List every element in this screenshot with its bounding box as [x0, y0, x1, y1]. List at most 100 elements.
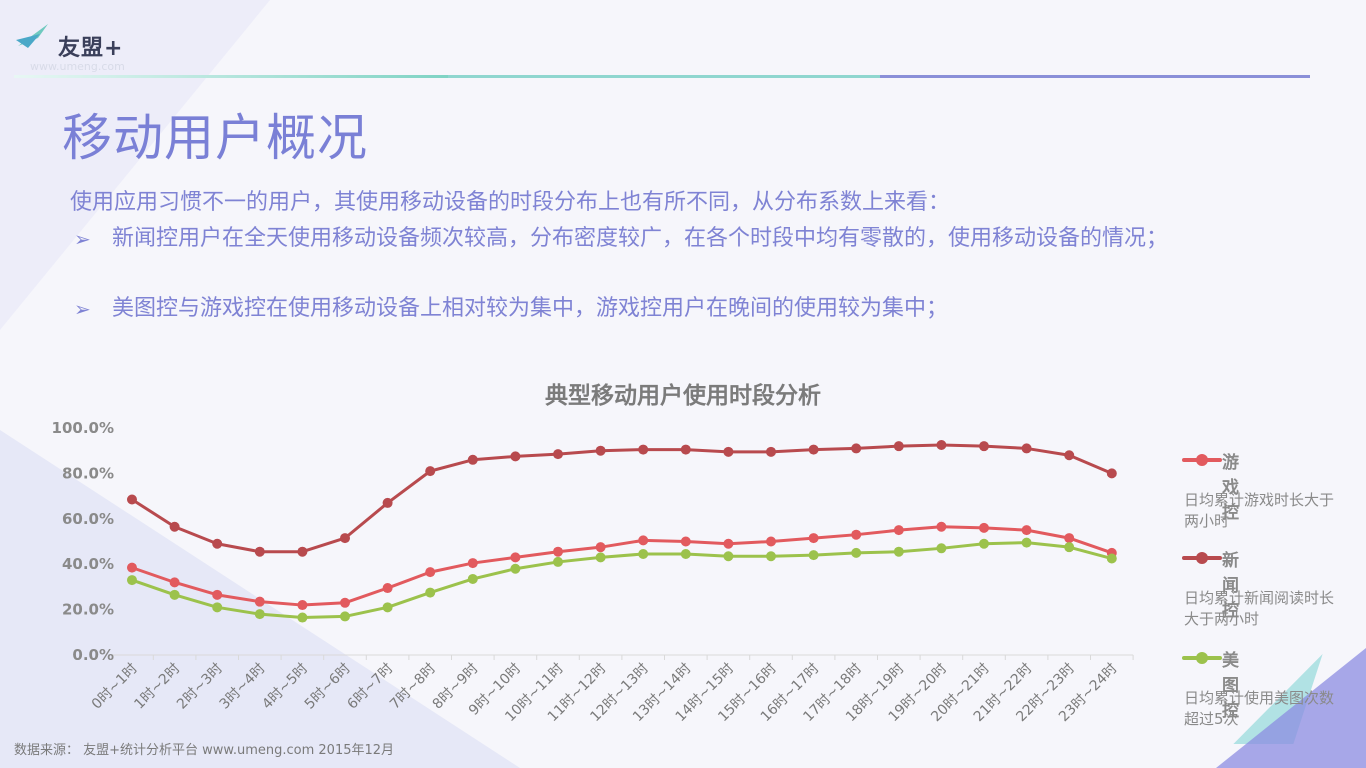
- data-point-1: [851, 443, 862, 454]
- data-point-0: [936, 521, 947, 532]
- data-point-0: [340, 597, 350, 608]
- data-point-2: [595, 552, 606, 563]
- data-point-1: [1021, 443, 1032, 454]
- data-point-2: [510, 563, 521, 574]
- usage-line-chart: 0.0% 20.0% 40.0% 60.0% 80.0% 100.0% 0时~1时1时~2时…: [52, 419, 1134, 725]
- x-tick-label: 1时~2时: [131, 661, 183, 713]
- data-point-2: [254, 609, 265, 620]
- data-point-2: [766, 551, 776, 562]
- data-point-1: [254, 546, 265, 557]
- data-point-1: [127, 494, 137, 505]
- data-point-2: [467, 573, 478, 584]
- legend-dot: [1196, 454, 1208, 466]
- series-line-1: [131, 443, 1113, 554]
- data-point-1: [510, 451, 521, 462]
- data-point-0: [766, 536, 776, 547]
- data-point-0: [127, 562, 137, 573]
- arrow-bullet-icon: ➢: [74, 297, 91, 321]
- header-divider-1: [14, 75, 448, 78]
- data-point-2: [553, 556, 563, 567]
- data-point-0: [169, 577, 180, 588]
- x-tick-label: 4时~5时: [259, 661, 311, 713]
- data-point-0: [638, 535, 649, 546]
- x-tick-label: 5时~6时: [302, 661, 354, 713]
- data-point-2: [808, 550, 819, 561]
- x-tick-label: 3时~4时: [217, 661, 269, 713]
- data-point-0: [510, 552, 521, 563]
- legend-name: 游戏控: [1222, 453, 1239, 523]
- data-point-1: [467, 454, 478, 465]
- legend-dot: [1196, 652, 1208, 664]
- data-point-1: [680, 444, 691, 455]
- data-point-1: [979, 441, 989, 452]
- data-point-1: [297, 546, 308, 557]
- data-point-0: [851, 529, 862, 540]
- data-point-1: [169, 521, 180, 532]
- data-point-0: [297, 600, 308, 611]
- data-point-0: [808, 533, 819, 544]
- data-point-1: [425, 466, 436, 477]
- data-point-0: [979, 522, 989, 533]
- data-point-1: [936, 440, 947, 451]
- arrow-bullet-icon: ➢: [74, 227, 91, 251]
- header-divider-2: [448, 75, 880, 78]
- background-shape-corner: [1216, 648, 1366, 768]
- y-tick-label: 20.0%: [62, 601, 114, 619]
- legend-desc: 日均累计使用美图次数超过5次: [1184, 689, 1335, 728]
- data-point-2: [893, 546, 904, 557]
- data-point-2: [638, 548, 649, 559]
- data-source: 数据来源： 友盟+统计分析平台 www.umeng.com 2015年12月: [14, 743, 395, 758]
- data-point-1: [723, 446, 734, 457]
- data-point-1: [595, 445, 606, 456]
- x-tick-label: 7时~8时: [387, 661, 439, 713]
- data-point-1: [1106, 468, 1117, 479]
- data-point-1: [808, 444, 819, 455]
- data-point-1: [638, 444, 649, 455]
- legend-name: 美图控: [1222, 651, 1239, 721]
- data-point-2: [127, 575, 137, 586]
- bullet-meitu-game: ➢ 美图控与游戏控在使用移动设备上相对较为集中，游戏控用户在晚间的使用较为集中；: [74, 294, 1304, 324]
- data-point-2: [851, 547, 862, 558]
- data-point-0: [212, 589, 223, 600]
- y-tick-label: 60.0%: [62, 510, 114, 528]
- data-point-0: [595, 542, 606, 553]
- data-point-2: [169, 589, 180, 600]
- x-tick-label: 0时~1时: [89, 661, 141, 713]
- chart-title: 典型移动用户使用时段分析: [545, 383, 821, 409]
- series-line-2: [131, 541, 1113, 620]
- data-point-0: [254, 596, 265, 607]
- y-tick-label: 80.0%: [62, 464, 114, 482]
- data-point-0: [1064, 533, 1075, 544]
- logo-text: 友盟+: [58, 36, 124, 61]
- data-point-0: [467, 558, 478, 569]
- data-point-0: [1021, 525, 1032, 536]
- legend-dot: [1196, 552, 1208, 564]
- data-point-2: [212, 602, 223, 613]
- page-title: 移动用户概况: [62, 109, 368, 167]
- data-point-2: [340, 611, 350, 622]
- data-point-2: [1106, 553, 1117, 564]
- series-line-0: [131, 525, 1113, 607]
- data-point-0: [553, 546, 563, 557]
- data-point-0: [425, 567, 436, 578]
- data-point-2: [1021, 537, 1032, 548]
- data-point-2: [680, 548, 691, 559]
- data-point-2: [297, 612, 308, 623]
- brand-logo: 友盟+ www.umeng.com: [14, 16, 214, 76]
- data-point-0: [723, 538, 734, 549]
- legend-desc: 日均累计游戏时长大于两小时: [1184, 491, 1335, 530]
- legend-name: 新闻控: [1222, 551, 1239, 621]
- data-point-0: [893, 525, 904, 536]
- data-point-1: [553, 449, 563, 460]
- bullet-text: 美图控与游戏控在使用移动设备上相对较为集中，游戏控用户在晚间的使用较为集中；: [112, 296, 949, 321]
- data-point-1: [340, 533, 350, 544]
- data-point-0: [680, 536, 691, 547]
- data-point-2: [1064, 542, 1075, 553]
- data-point-0: [382, 583, 393, 594]
- data-point-2: [936, 543, 947, 554]
- data-point-1: [766, 446, 776, 457]
- background-shape-top: [0, 0, 270, 330]
- data-point-1: [1064, 450, 1075, 461]
- logo-site: www.umeng.com: [30, 60, 125, 73]
- bullet-text: 新闻控用户在全天使用移动设备频次较高，分布密度较广，在各个时段中均有零散的，使用…: [112, 226, 1169, 251]
